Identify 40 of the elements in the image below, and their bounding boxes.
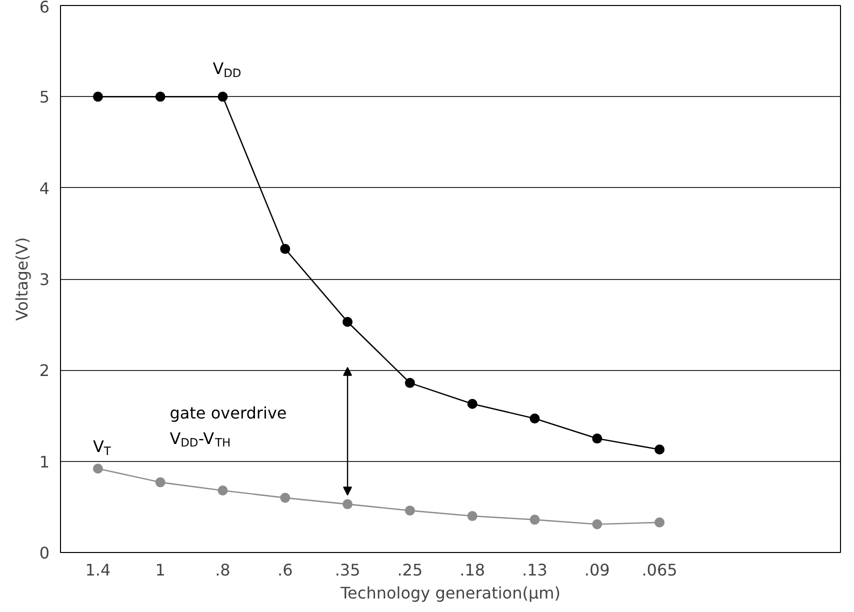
point (218, 92, 228, 102)
annotation: gate overdrive (170, 404, 287, 423)
point (592, 519, 602, 530)
x-tick-label: .18 (460, 560, 486, 580)
y-tick-label: 0 (39, 544, 50, 562)
point (467, 511, 478, 522)
x-tick-label: .13 (522, 560, 548, 580)
point (654, 444, 665, 454)
y-tick-label: 5 (39, 88, 50, 107)
x-tick-label: .065 (642, 560, 678, 580)
x-tick-label: .09 (584, 560, 610, 580)
x-axis-title: Technology generation(µm) (340, 584, 560, 602)
y-tick-label: 4 (39, 178, 50, 198)
point (342, 316, 353, 327)
x-tick-label: 1.4 (85, 560, 111, 580)
point (155, 92, 166, 102)
point (404, 506, 415, 516)
point (592, 434, 602, 444)
point (654, 517, 665, 528)
y-tick-label: 3 (39, 270, 50, 289)
x-tick-label: .35 (334, 560, 360, 580)
x-tick-label: .6 (278, 560, 293, 580)
point (530, 514, 540, 525)
point (92, 92, 103, 102)
point (155, 477, 166, 488)
y-tick-label: 1 (39, 452, 50, 472)
x-tick-label: 1 (155, 560, 166, 580)
point (342, 499, 353, 510)
point (280, 492, 290, 503)
y-tick-label: 2 (39, 361, 50, 380)
point (280, 244, 290, 254)
y-tick-label: 6 (39, 0, 50, 16)
y-axis-title: Voltage(V) (12, 237, 32, 321)
point (92, 464, 103, 474)
point (530, 413, 540, 424)
point (467, 398, 478, 409)
x-tick-label: .8 (215, 560, 230, 580)
point (218, 486, 228, 496)
point (404, 378, 415, 388)
x-tick-label: .25 (397, 560, 423, 580)
